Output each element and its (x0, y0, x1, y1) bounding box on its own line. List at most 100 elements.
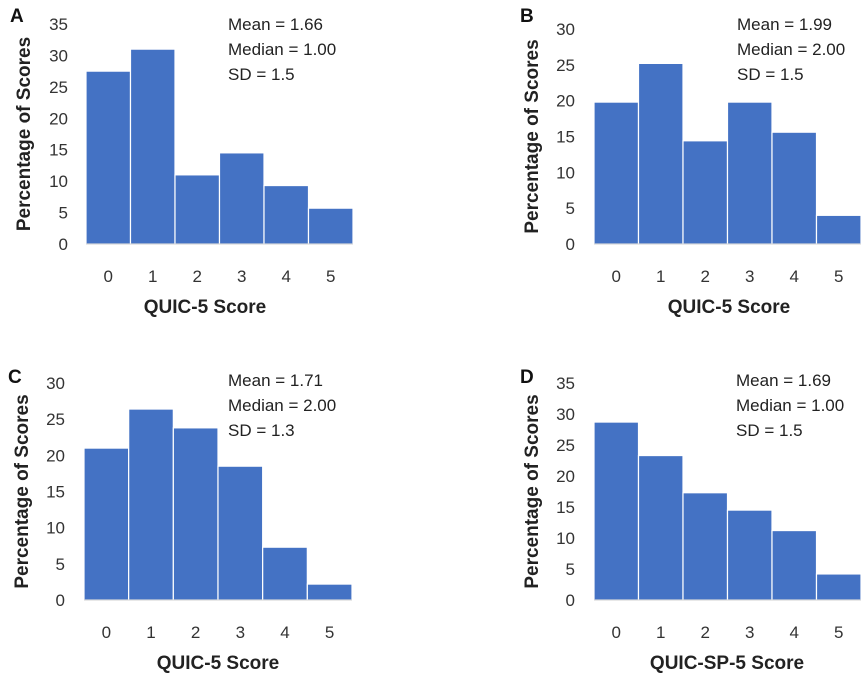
y-tick-label: 0 (566, 235, 575, 254)
bar-c-2 (172, 427, 219, 601)
y-tick-label: 25 (556, 56, 575, 75)
x-axis-title: QUIC-SP-5 Score (650, 653, 804, 674)
bar-b-2 (682, 140, 729, 245)
y-tick-label: 20 (49, 109, 68, 128)
bar-d-2 (682, 492, 729, 601)
y-tick-label: 35 (556, 374, 575, 393)
bar-a-3 (218, 152, 265, 245)
stats-annotation: SD = 1.5 (228, 65, 295, 84)
stats-annotation: Median = 2.00 (737, 40, 845, 59)
bar-a-2 (174, 174, 221, 245)
bar-a-0 (85, 70, 132, 245)
bar-c-0 (83, 447, 130, 601)
x-tick-label: 4 (282, 267, 291, 286)
x-tick-label: 5 (834, 623, 843, 642)
bar-c-3 (217, 465, 264, 601)
x-tick-label: 2 (193, 267, 202, 286)
x-tick-label: 3 (237, 267, 246, 286)
x-tick-label: 5 (834, 267, 843, 286)
x-tick-label: 3 (236, 623, 245, 642)
bar-b-0 (593, 101, 640, 245)
y-tick-label: 30 (556, 20, 575, 39)
x-tick-label: 0 (612, 623, 621, 642)
y-tick-label: 10 (49, 172, 68, 191)
y-tick-label: 10 (556, 163, 575, 182)
panel-letter: A (10, 6, 24, 27)
x-tick-label: 1 (656, 623, 665, 642)
stats-annotation: Median = 1.00 (736, 396, 844, 415)
y-tick-label: 5 (566, 560, 575, 579)
y-tick-label: 35 (49, 15, 68, 34)
x-tick-label: 4 (280, 623, 289, 642)
x-tick-label: 4 (790, 267, 799, 286)
y-tick-label: 5 (59, 204, 68, 223)
y-tick-label: 0 (566, 591, 575, 610)
chart-panel-a: 0 5 10 15 20 25 30 35 0 1 2 3 4 5 QUIC-5 Score Percenta… (10, 6, 354, 318)
y-tick-label: 10 (556, 529, 575, 548)
x-tick-label: 0 (104, 267, 113, 286)
y-tick-label: 20 (556, 92, 575, 111)
bar-c-1 (128, 408, 174, 601)
x-tick-label: 1 (656, 267, 665, 286)
y-tick-label: 0 (59, 235, 68, 254)
y-tick-label: 25 (556, 436, 575, 455)
x-tick-label: 3 (745, 623, 754, 642)
y-tick-label: 15 (556, 498, 575, 517)
x-tick-label: 1 (148, 267, 157, 286)
bar-a-1 (129, 48, 176, 245)
y-tick-label: 20 (556, 467, 575, 486)
bar-b-5 (815, 214, 862, 245)
bar-d-5 (815, 573, 862, 601)
x-tick-label: 0 (102, 623, 111, 642)
y-tick-label: 5 (56, 555, 65, 574)
y-axis-title: Percentage of Scores (522, 394, 543, 588)
x-axis-title: QUIC-5 Score (668, 297, 790, 318)
x-tick-label: 1 (146, 623, 155, 642)
bar-b-3 (726, 101, 773, 245)
bar-d-4 (771, 529, 818, 601)
x-tick-label: 5 (326, 267, 335, 286)
x-tick-label: 5 (325, 623, 334, 642)
x-axis-title: QUIC-5 Score (157, 653, 279, 674)
y-tick-label: 10 (46, 519, 65, 538)
x-tick-label: 2 (191, 623, 200, 642)
chart-panel-d: 0 5 10 15 20 25 30 35 0 1 2 3 4 5 QUIC-SP-5 Score Perce… (520, 367, 862, 674)
panel-letter: D (520, 367, 534, 388)
bar-a-4 (263, 184, 310, 245)
stats-annotation: Median = 1.00 (228, 40, 336, 59)
y-tick-label: 0 (56, 591, 65, 610)
y-tick-label: 20 (46, 446, 65, 465)
x-tick-label: 3 (745, 267, 754, 286)
y-axis-title: Percentage of Scores (14, 37, 35, 231)
bar-d-3 (726, 509, 773, 601)
bar-a-5 (307, 207, 354, 245)
stats-annotation: SD = 1.3 (228, 421, 295, 440)
y-tick-label: 25 (49, 78, 68, 97)
x-tick-label: 0 (612, 267, 621, 286)
stats-annotation: SD = 1.5 (737, 65, 804, 84)
bar-b-4 (771, 131, 818, 245)
y-tick-label: 30 (49, 46, 68, 65)
bar-d-0 (593, 421, 640, 601)
stats-annotation: Mean = 1.99 (737, 15, 832, 34)
stats-annotation: Median = 2.00 (228, 396, 336, 415)
y-tick-label: 25 (46, 410, 65, 429)
y-axis-title: Percentage of Scores (522, 39, 543, 233)
y-axis-title: Percentage of Scores (12, 394, 33, 588)
y-tick-label: 15 (556, 128, 575, 147)
y-tick-label: 30 (46, 374, 65, 393)
x-tick-label: 2 (701, 267, 710, 286)
chart-panel-b: 0 5 10 15 20 25 30 0 1 2 3 4 5 QUIC-5 Score Percentage… (520, 6, 862, 318)
bar-d-1 (637, 454, 684, 601)
x-axis-title: QUIC-5 Score (144, 297, 266, 318)
y-tick-label: 30 (556, 405, 575, 424)
stats-annotation: Mean = 1.71 (228, 371, 323, 390)
stats-annotation: Mean = 1.69 (736, 371, 831, 390)
x-tick-label: 4 (790, 623, 799, 642)
panel-letter: B (520, 6, 534, 27)
stats-annotation: Mean = 1.66 (228, 15, 323, 34)
chart-panel-c: 0 5 10 15 20 25 30 0 1 2 3 4 5 QUIC-5 Score Percentage… (8, 367, 353, 674)
bar-c-5 (306, 583, 353, 601)
bar-b-1 (637, 62, 684, 245)
